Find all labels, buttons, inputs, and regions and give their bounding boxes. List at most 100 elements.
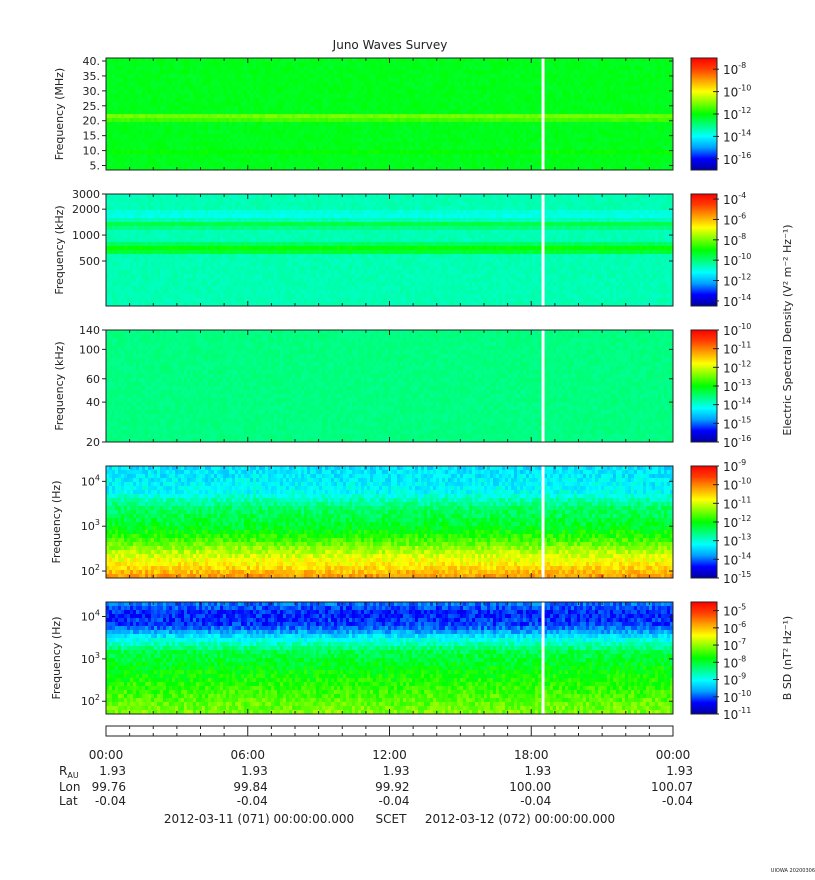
- spectrogram-cell: [286, 78, 290, 83]
- spectrogram-cell: [502, 150, 506, 155]
- spectrogram-cell: [664, 106, 668, 111]
- spectrogram-cell: [166, 78, 170, 83]
- spectrogram-cell: [262, 162, 266, 167]
- spectrogram-cell: [583, 86, 587, 91]
- spectrogram-cell: [469, 90, 473, 95]
- spectrogram-cell: [433, 78, 437, 83]
- spectrogram-cell: [544, 122, 548, 127]
- spectrogram-cell: [400, 138, 404, 143]
- spectrogram-cell: [220, 98, 224, 103]
- spectrogram-cell: [634, 158, 638, 163]
- spectrogram-cell: [112, 142, 116, 147]
- spectrogram-cell: [367, 118, 371, 123]
- spectrogram-cell: [628, 130, 632, 135]
- spectrogram-cell: [421, 122, 425, 127]
- spectrogram-cell: [202, 66, 206, 71]
- spectrogram-cell: [478, 142, 482, 147]
- spectrogram-cell: [352, 146, 356, 151]
- spectrogram-cell: [553, 150, 557, 155]
- spectrogram-cell: [427, 138, 431, 143]
- spectrogram-cell: [235, 146, 239, 151]
- spectrogram-cell: [313, 114, 317, 119]
- spectrogram-cell: [610, 126, 614, 131]
- spectrogram-cell: [403, 134, 407, 139]
- spectrogram-cell: [232, 106, 236, 111]
- spectrogram-cell: [319, 58, 323, 63]
- spectrogram-cell: [619, 58, 623, 63]
- spectrogram-cell: [154, 158, 158, 163]
- spectrogram-cell: [340, 134, 344, 139]
- spectrogram-cell: [355, 74, 359, 79]
- spectrogram-cell: [271, 110, 275, 115]
- spectrogram-cell: [571, 98, 575, 103]
- spectrogram-cell: [211, 82, 215, 87]
- spectrogram-cell: [241, 102, 245, 107]
- spectrogram-cell: [280, 66, 284, 71]
- spectrogram-cell: [253, 142, 257, 147]
- spectrogram-cell: [667, 118, 671, 123]
- spectrogram-cell: [361, 90, 365, 95]
- spectrogram-cell: [643, 58, 647, 63]
- spectrogram-cell: [427, 106, 431, 111]
- spectrogram-cell: [550, 106, 554, 111]
- spectrogram-cell: [127, 146, 131, 151]
- spectrogram-cell: [577, 110, 581, 115]
- spectrogram-cell: [229, 86, 233, 91]
- spectrogram-cell: [121, 78, 125, 83]
- spectrogram-cell: [397, 142, 401, 147]
- spectrogram-cell: [334, 138, 338, 143]
- spectrogram-cell: [547, 90, 551, 95]
- spectrogram-cell: [130, 102, 134, 107]
- spectrogram-cell: [160, 94, 164, 99]
- spectrogram-cell: [274, 98, 278, 103]
- spectrogram-cell: [250, 106, 254, 111]
- spectrogram-cell: [556, 118, 560, 123]
- spectrogram-cell: [523, 102, 527, 107]
- spectrogram-cell: [655, 98, 659, 103]
- spectrogram-cell: [661, 66, 665, 71]
- spectrogram-cell: [457, 62, 461, 67]
- spectrogram-cell: [229, 158, 233, 163]
- spectrogram-cell: [628, 134, 632, 139]
- spectrogram-cell: [628, 122, 632, 127]
- spectrogram-cell: [187, 62, 191, 67]
- spectrogram-cell: [553, 130, 557, 135]
- spectrogram-cell: [526, 130, 530, 135]
- spectrogram-cell: [361, 134, 365, 139]
- spectrogram-cell: [109, 82, 113, 87]
- spectrogram-cell: [502, 114, 506, 119]
- spectrogram-cell: [361, 154, 365, 159]
- spectrogram-cell: [583, 146, 587, 151]
- spectrogram-cell: [670, 58, 673, 63]
- spectrogram-cell: [334, 142, 338, 147]
- spectrogram-cell: [466, 98, 470, 103]
- spectrogram-cell: [253, 90, 257, 95]
- spectrogram-cell: [658, 86, 662, 91]
- spectrogram-cell: [619, 138, 623, 143]
- spectrogram-cell: [160, 146, 164, 151]
- spectrogram-cell: [529, 94, 533, 99]
- spectrogram-cell: [475, 126, 479, 131]
- spectrogram-cell: [220, 78, 224, 83]
- spectrogram-cell: [622, 94, 626, 99]
- spectrogram-cell: [520, 118, 524, 123]
- spectrogram-cell: [298, 78, 302, 83]
- spectrogram-cell: [151, 86, 155, 91]
- spectrogram-cell: [646, 126, 650, 131]
- spectrogram-cell: [277, 82, 281, 87]
- spectrogram-cell: [457, 70, 461, 75]
- spectrogram-cell: [193, 90, 197, 95]
- spectrogram-cell: [265, 90, 269, 95]
- spectrogram-cell: [454, 74, 458, 79]
- spectrogram-cell: [226, 118, 230, 123]
- spectrogram-cell: [553, 134, 557, 139]
- spectrogram-cell: [193, 98, 197, 103]
- spectrogram-cell: [271, 82, 275, 87]
- spectrogram-cell: [196, 122, 200, 127]
- spectrogram-cell: [598, 70, 602, 75]
- spectrogram-cell: [145, 118, 149, 123]
- spectrogram-cell: [196, 70, 200, 75]
- spectrogram-cell: [565, 102, 569, 107]
- spectrogram-cell: [280, 118, 284, 123]
- spectrogram-cell: [271, 86, 275, 91]
